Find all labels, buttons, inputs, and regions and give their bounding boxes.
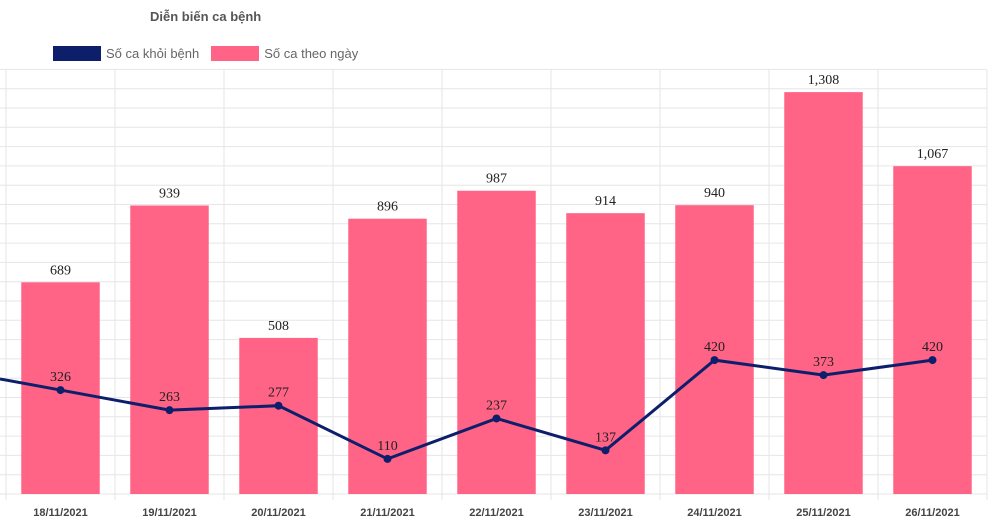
line-point[interactable] <box>383 454 392 463</box>
line-value-label: 137 <box>595 430 616 445</box>
line-point[interactable] <box>274 401 283 410</box>
legend-label-daily-cases: Số ca theo ngày <box>264 46 359 61</box>
bar-value-label: 1,067 <box>917 147 949 162</box>
x-tick-label: 25/11/2021 <box>796 507 850 519</box>
legend-item-recovered[interactable]: Số ca khỏi bệnh <box>53 46 199 61</box>
line-point[interactable] <box>56 386 65 395</box>
x-tick-label: 26/11/2021 <box>905 507 959 519</box>
line-series <box>0 356 937 463</box>
line-path <box>0 358 933 461</box>
line-point[interactable] <box>710 356 719 365</box>
data-labels: 689 939 508 896 987 914 940 1,308 1,067 326 263 277… <box>50 73 948 454</box>
legend-swatch-daily-cases <box>211 46 260 61</box>
x-tick-label: 23/11/2021 <box>578 507 632 519</box>
line-value-label: 237 <box>486 398 507 413</box>
bar[interactable] <box>457 190 536 494</box>
line-value-label: 420 <box>922 340 943 355</box>
x-axis-ticks: 18/11/2021 19/11/2021 20/11/2021 21/11/2021… <box>33 507 959 519</box>
x-tick-label: 21/11/2021 <box>360 507 414 519</box>
line-point[interactable] <box>601 446 610 455</box>
bar-value-label: 896 <box>377 200 398 215</box>
bar[interactable] <box>130 205 209 494</box>
bar[interactable] <box>893 166 972 494</box>
x-tick-label: 19/11/2021 <box>142 507 196 519</box>
line-value-label: 110 <box>377 439 397 454</box>
bar[interactable] <box>784 92 863 495</box>
x-tick-label: 18/11/2021 <box>33 507 87 519</box>
bar-value-label: 940 <box>704 186 725 201</box>
bar-value-label: 689 <box>50 263 71 278</box>
line-value-label: 263 <box>159 390 180 405</box>
line-value-label: 373 <box>813 355 834 370</box>
x-tick-label: 24/11/2021 <box>687 507 741 519</box>
line-value-label: 277 <box>268 386 289 401</box>
chart-title: Diễn biến ca bệnh <box>150 9 262 24</box>
bar-value-label: 939 <box>159 186 180 201</box>
bar-value-label: 914 <box>595 194 616 209</box>
line-point[interactable] <box>928 356 937 365</box>
bar-series <box>21 92 972 495</box>
chart-legend: Số ca khỏi bệnh Số ca theo ngày <box>53 46 370 61</box>
x-tick-label: 20/11/2021 <box>251 507 305 519</box>
bar-value-label: 1,308 <box>808 73 840 88</box>
bar[interactable] <box>239 337 318 494</box>
line-point[interactable] <box>819 371 828 380</box>
line-point[interactable] <box>492 414 501 423</box>
legend-label-recovered: Số ca khỏi bệnh <box>106 46 200 61</box>
x-tick-label: 22/11/2021 <box>469 507 523 519</box>
line-value-label: 326 <box>50 370 71 385</box>
line-point[interactable] <box>165 406 174 415</box>
bar-value-label: 987 <box>486 172 507 187</box>
bar[interactable] <box>675 205 754 494</box>
bar-value-label: 508 <box>268 319 289 334</box>
line-value-label: 420 <box>704 340 725 355</box>
legend-swatch-recovered <box>53 46 101 61</box>
legend-item-daily-cases[interactable]: Số ca theo ngày <box>211 46 358 61</box>
